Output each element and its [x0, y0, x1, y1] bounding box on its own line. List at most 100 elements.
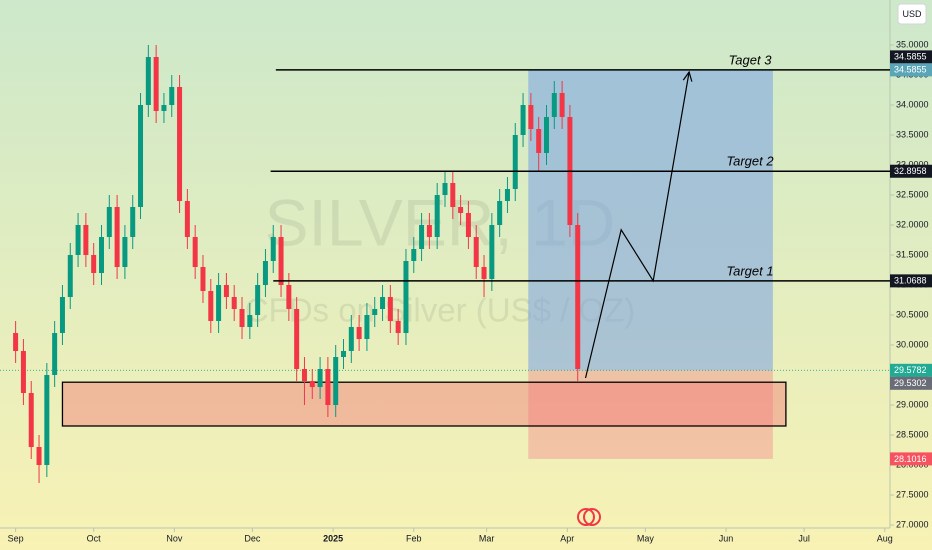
- candle-body: [364, 315, 370, 339]
- target-area: [528, 69, 773, 371]
- candle-body: [130, 207, 136, 237]
- candle-body: [520, 105, 526, 135]
- candle-body: [309, 381, 315, 387]
- y-tick-label: 30.0000: [896, 339, 929, 349]
- candle-body: [239, 309, 245, 327]
- candle-body: [67, 255, 73, 297]
- x-tick-label: Jul: [798, 533, 810, 543]
- price-tag-label: 28.1016: [894, 454, 927, 464]
- price-tag: [890, 50, 932, 64]
- x-tick-label: Jun: [719, 533, 734, 543]
- x-tick-label: Dec: [244, 533, 261, 543]
- candle-body: [98, 237, 104, 273]
- price-tag-label: 34.5855: [894, 65, 927, 75]
- candle-body: [294, 309, 300, 369]
- candle-body: [262, 261, 268, 285]
- candle-body: [75, 225, 81, 255]
- candle-body: [169, 87, 175, 105]
- level-label: Target 2: [726, 154, 774, 169]
- x-tick-label: Feb: [406, 533, 422, 543]
- support-zone: [61, 381, 787, 427]
- x-tick-label: Oct: [87, 533, 102, 543]
- x-tick-label: Aug: [877, 533, 893, 543]
- y-tick-label: 32.0000: [896, 219, 929, 229]
- y-tick-label: 27.0000: [896, 519, 929, 529]
- candle-body: [458, 207, 464, 213]
- candle-body: [138, 105, 144, 207]
- candle-body: [286, 285, 292, 309]
- currency-box[interactable]: [897, 3, 927, 25]
- candle-body: [184, 201, 190, 237]
- price-tag: [890, 376, 932, 390]
- y-tick-label: 35.0000: [896, 39, 929, 49]
- candle-body: [114, 207, 120, 267]
- candle-body: [20, 351, 26, 393]
- candle-body: [395, 321, 401, 333]
- y-tick-label: 31.5000: [896, 249, 929, 259]
- candle-body: [208, 291, 214, 321]
- candle-body: [91, 255, 97, 273]
- candle-body: [270, 237, 276, 261]
- y-tick-label: 27.5000: [896, 489, 929, 499]
- price-tag: [890, 452, 932, 466]
- candle-body: [106, 207, 112, 237]
- price-tag: [890, 63, 932, 77]
- price-tag-label: 34.5855: [894, 52, 927, 62]
- candle-body: [536, 129, 542, 153]
- candle-body: [551, 93, 557, 117]
- candle-body: [403, 261, 409, 333]
- candle-body: [559, 93, 565, 117]
- candle-body: [122, 237, 128, 267]
- candle-body: [372, 309, 378, 315]
- candle-body: [348, 327, 354, 351]
- candle-body: [434, 195, 440, 237]
- candle-body: [278, 237, 284, 285]
- y-tick-label: 33.5000: [896, 129, 929, 139]
- candle-body: [44, 375, 50, 465]
- candle-body: [575, 225, 581, 369]
- x-tick-label: Apr: [560, 533, 574, 543]
- y-tick-label: 28.5000: [896, 429, 929, 439]
- candle-body: [387, 297, 393, 321]
- candle-body: [543, 117, 549, 153]
- candle-body: [317, 369, 323, 387]
- candle-body: [192, 237, 198, 267]
- candle-body: [200, 267, 206, 291]
- level-label: Taget 3: [729, 52, 773, 67]
- candle-body: [411, 249, 417, 261]
- x-tick-label: Mar: [479, 533, 495, 543]
- projection-arrow: [584, 71, 690, 379]
- candle-body: [497, 201, 503, 225]
- x-tick-label: 2025: [323, 533, 343, 543]
- arrow-head: [682, 70, 693, 82]
- price-tag-label: 29.5302: [894, 378, 927, 388]
- candle-body: [223, 285, 229, 297]
- candle-body: [489, 225, 495, 279]
- candle-body: [473, 237, 479, 267]
- candle-body: [13, 333, 19, 351]
- candle-body: [528, 105, 534, 129]
- candle-body: [145, 57, 151, 105]
- candle-body: [341, 351, 347, 357]
- candle-body: [325, 369, 331, 405]
- candle-body: [481, 267, 487, 279]
- candle-body: [59, 297, 65, 333]
- candle-body: [83, 225, 89, 255]
- y-tick-label: 32.5000: [896, 189, 929, 199]
- candle-body: [231, 297, 237, 309]
- candle-body: [301, 369, 307, 381]
- candle-body: [380, 297, 386, 309]
- candle-body: [153, 57, 159, 111]
- x-tick-label: Nov: [166, 533, 183, 543]
- candle-body: [216, 285, 222, 321]
- price-tag-label: 31.0688: [894, 276, 927, 286]
- candle-body: [442, 183, 448, 195]
- y-tick-label: 33.0000: [896, 159, 929, 169]
- x-tick-label: Sep: [8, 533, 24, 543]
- y-tick-label: 29.0000: [896, 399, 929, 409]
- price-tag-label: 32.8958: [894, 166, 927, 176]
- candle-body: [177, 87, 183, 201]
